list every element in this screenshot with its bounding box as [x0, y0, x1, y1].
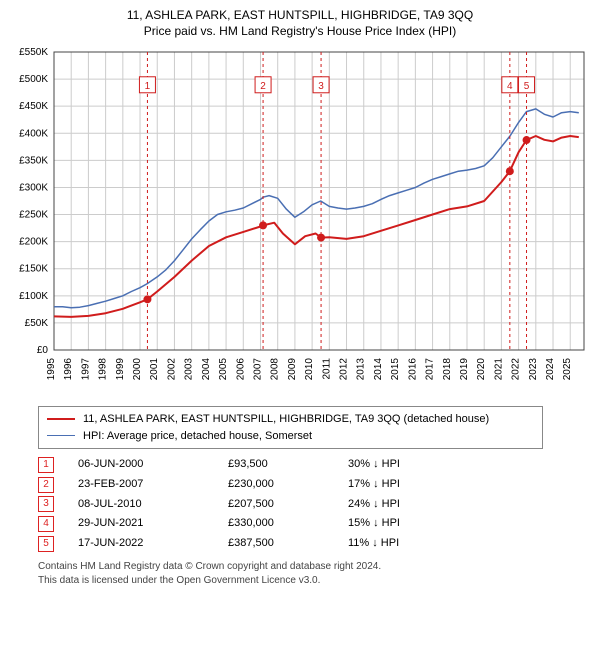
svg-text:2017: 2017 — [425, 358, 436, 381]
sale-num: 2 — [38, 477, 54, 493]
svg-text:2014: 2014 — [373, 358, 384, 381]
sales-table: 1 06-JUN-2000£93,50030% ↓ HPI 2 23-FEB-2007… — [38, 455, 584, 554]
legend-swatch-hpi — [47, 435, 75, 436]
svg-text:2006: 2006 — [235, 358, 246, 381]
sale-row: 2 23-FEB-2007£230,00017% ↓ HPI — [38, 475, 584, 495]
svg-text:£100K: £100K — [19, 291, 48, 302]
svg-text:1997: 1997 — [80, 358, 91, 381]
svg-text:1999: 1999 — [115, 358, 126, 381]
attribution: Contains HM Land Registry data © Crown c… — [38, 560, 584, 588]
sale-pct: 30% ↓ HPI — [348, 455, 448, 475]
sale-pct: 15% ↓ HPI — [348, 514, 448, 534]
svg-text:£500K: £500K — [19, 74, 48, 85]
chart-area: £0 £50K £100K £150K £200K £250K £300K £350K £400… — [8, 44, 592, 394]
sale-date: 17-JUN-2022 — [78, 534, 228, 554]
svg-text:£50K: £50K — [25, 318, 49, 329]
svg-text:2008: 2008 — [270, 358, 281, 381]
svg-text:£200K: £200K — [19, 237, 48, 248]
sale-price: £330,000 — [228, 514, 348, 534]
svg-text:2018: 2018 — [442, 358, 453, 381]
sale-pct: 17% ↓ HPI — [348, 475, 448, 495]
svg-text:£350K: £350K — [19, 155, 48, 166]
svg-text:1: 1 — [145, 81, 151, 92]
svg-text:2002: 2002 — [166, 358, 177, 381]
sale-date: 08-JUL-2010 — [78, 495, 228, 515]
svg-text:£400K: £400K — [19, 128, 48, 139]
svg-text:£0: £0 — [37, 345, 49, 356]
svg-text:2015: 2015 — [390, 358, 401, 381]
svg-text:2005: 2005 — [218, 358, 229, 381]
sale-price: £207,500 — [228, 495, 348, 515]
sale-price: £93,500 — [228, 455, 348, 475]
svg-text:£150K: £150K — [19, 264, 48, 275]
svg-text:2009: 2009 — [287, 358, 298, 381]
svg-text:2021: 2021 — [493, 358, 504, 381]
svg-text:2011: 2011 — [321, 358, 332, 380]
sale-row: 5 17-JUN-2022£387,50011% ↓ HPI — [38, 534, 584, 554]
svg-text:2010: 2010 — [304, 358, 315, 381]
svg-text:3: 3 — [318, 81, 324, 92]
svg-text:2023: 2023 — [528, 358, 539, 381]
sale-pct: 11% ↓ HPI — [348, 534, 448, 554]
sale-date: 06-JUN-2000 — [78, 455, 228, 475]
svg-text:£250K: £250K — [19, 210, 48, 221]
svg-text:2020: 2020 — [476, 358, 487, 381]
legend-label-property: 11, ASHLEA PARK, EAST HUNTSPILL, HIGHBRI… — [83, 411, 489, 428]
chart-titles: 11, ASHLEA PARK, EAST HUNTSPILL, HIGHBRI… — [8, 8, 592, 38]
svg-text:2025: 2025 — [562, 358, 573, 381]
svg-text:1995: 1995 — [46, 358, 57, 381]
chart-svg: £0 £50K £100K £150K £200K £250K £300K £350K £400… — [8, 44, 592, 394]
sale-price: £387,500 — [228, 534, 348, 554]
svg-text:£550K: £550K — [19, 47, 48, 58]
legend: 11, ASHLEA PARK, EAST HUNTSPILL, HIGHBRI… — [38, 406, 543, 449]
svg-text:£450K: £450K — [19, 101, 48, 112]
legend-label-hpi: HPI: Average price, detached house, Some… — [83, 428, 312, 445]
sale-price: £230,000 — [228, 475, 348, 495]
sale-row: 3 08-JUL-2010£207,50024% ↓ HPI — [38, 495, 584, 515]
sale-pct: 24% ↓ HPI — [348, 495, 448, 515]
svg-text:2007: 2007 — [252, 358, 263, 381]
svg-text:2000: 2000 — [132, 358, 143, 381]
attribution-line1: Contains HM Land Registry data © Crown c… — [38, 560, 584, 574]
svg-text:2019: 2019 — [459, 358, 470, 381]
title-address: 11, ASHLEA PARK, EAST HUNTSPILL, HIGHBRI… — [8, 8, 592, 22]
svg-text:2001: 2001 — [149, 358, 160, 381]
attribution-line2: This data is licensed under the Open Gov… — [38, 574, 584, 588]
svg-text:2012: 2012 — [339, 358, 350, 381]
svg-text:2016: 2016 — [407, 358, 418, 381]
title-subtitle: Price paid vs. HM Land Registry's House … — [8, 24, 592, 38]
sale-row: 1 06-JUN-2000£93,50030% ↓ HPI — [38, 455, 584, 475]
svg-text:2004: 2004 — [201, 358, 212, 381]
svg-text:2: 2 — [260, 81, 266, 92]
svg-text:£300K: £300K — [19, 182, 48, 193]
sale-num: 4 — [38, 516, 54, 532]
legend-item-hpi: HPI: Average price, detached house, Some… — [47, 428, 534, 445]
svg-text:2024: 2024 — [545, 358, 556, 381]
svg-text:1998: 1998 — [98, 358, 109, 381]
svg-text:1996: 1996 — [63, 358, 74, 381]
legend-item-property: 11, ASHLEA PARK, EAST HUNTSPILL, HIGHBRI… — [47, 411, 534, 428]
svg-text:5: 5 — [524, 81, 530, 92]
svg-text:2013: 2013 — [356, 358, 367, 381]
sale-num: 5 — [38, 536, 54, 552]
sale-date: 29-JUN-2021 — [78, 514, 228, 534]
legend-swatch-property — [47, 418, 75, 420]
svg-text:2003: 2003 — [184, 358, 195, 381]
sale-num: 3 — [38, 496, 54, 512]
sale-date: 23-FEB-2007 — [78, 475, 228, 495]
sale-row: 4 29-JUN-2021£330,00015% ↓ HPI — [38, 514, 584, 534]
sale-num: 1 — [38, 457, 54, 473]
svg-text:2022: 2022 — [511, 358, 522, 381]
svg-text:4: 4 — [507, 81, 513, 92]
